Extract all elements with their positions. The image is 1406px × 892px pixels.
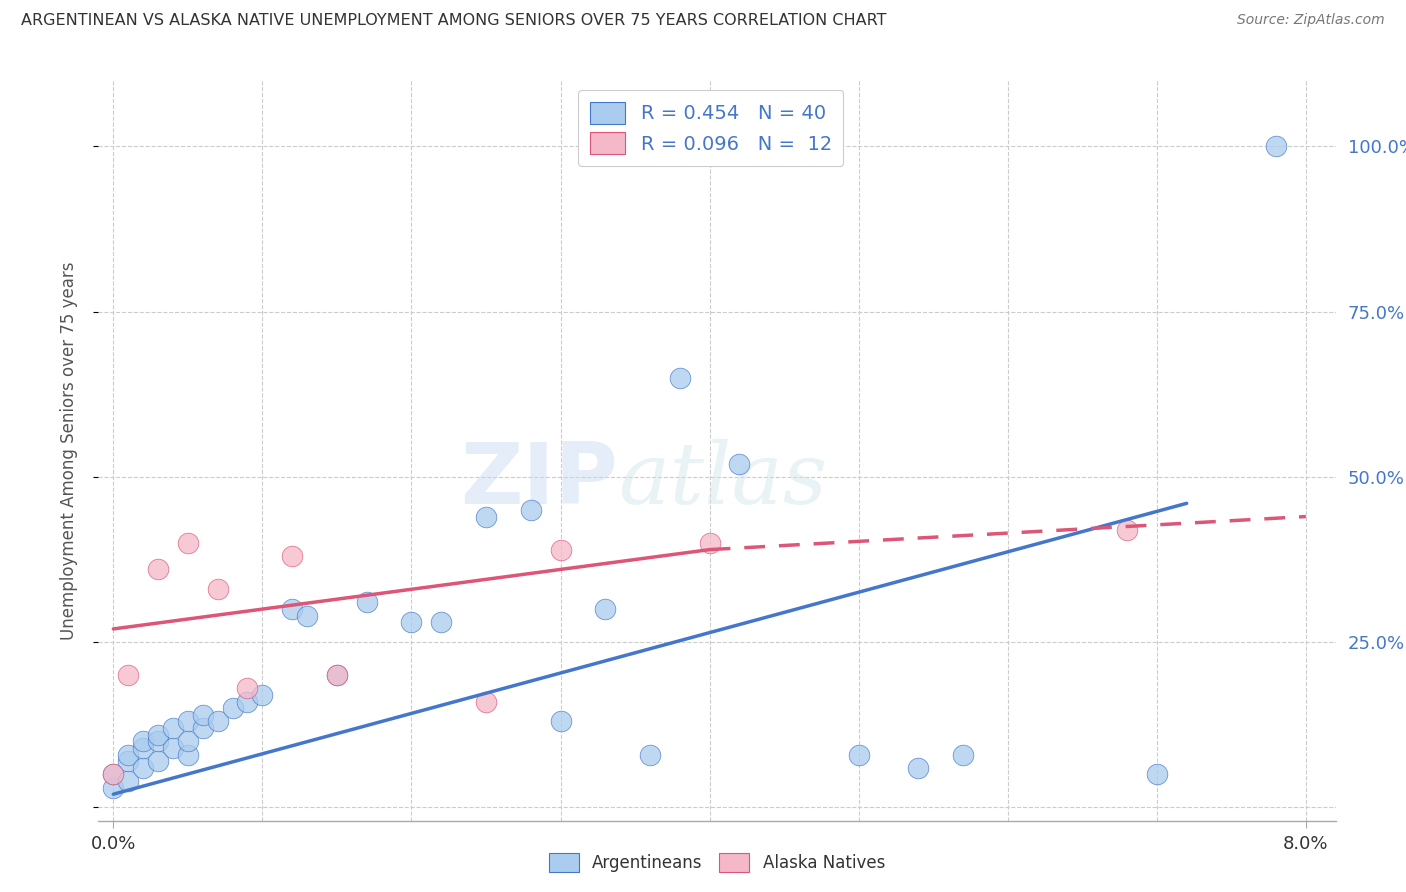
Point bbox=[132, 740, 155, 755]
Point bbox=[952, 747, 974, 762]
Point bbox=[848, 747, 870, 762]
Point bbox=[221, 701, 243, 715]
Text: ZIP: ZIP bbox=[460, 439, 619, 522]
Point bbox=[117, 754, 139, 768]
Point bbox=[1265, 139, 1288, 153]
Point bbox=[207, 582, 229, 597]
Point bbox=[638, 747, 661, 762]
Text: Source: ZipAtlas.com: Source: ZipAtlas.com bbox=[1237, 13, 1385, 28]
Point bbox=[475, 509, 498, 524]
Point bbox=[1116, 523, 1139, 537]
Point bbox=[295, 608, 318, 623]
Point bbox=[162, 740, 184, 755]
Point bbox=[177, 536, 200, 550]
Point bbox=[117, 668, 139, 682]
Point bbox=[252, 688, 274, 702]
Point bbox=[401, 615, 423, 630]
Point bbox=[668, 370, 690, 384]
Point bbox=[117, 774, 139, 789]
Point bbox=[103, 767, 125, 781]
Point bbox=[162, 721, 184, 735]
Point bbox=[699, 536, 721, 550]
Point bbox=[177, 734, 200, 748]
Point bbox=[146, 562, 169, 576]
Point bbox=[326, 668, 349, 682]
Point bbox=[326, 668, 349, 682]
Point bbox=[281, 602, 304, 616]
Point bbox=[430, 615, 453, 630]
Point bbox=[191, 707, 214, 722]
Point bbox=[207, 714, 229, 729]
Y-axis label: Unemployment Among Seniors over 75 years: Unemployment Among Seniors over 75 years bbox=[59, 261, 77, 640]
Text: ARGENTINEAN VS ALASKA NATIVE UNEMPLOYMENT AMONG SENIORS OVER 75 YEARS CORRELATIO: ARGENTINEAN VS ALASKA NATIVE UNEMPLOYMEN… bbox=[21, 13, 887, 29]
Point bbox=[1146, 767, 1168, 781]
Text: atlas: atlas bbox=[619, 439, 827, 522]
Point bbox=[177, 714, 200, 729]
Legend: Argentineans, Alaska Natives: Argentineans, Alaska Natives bbox=[543, 847, 891, 879]
Point bbox=[728, 457, 751, 471]
Point bbox=[519, 503, 541, 517]
Point bbox=[281, 549, 304, 564]
Point bbox=[146, 734, 169, 748]
Point bbox=[236, 681, 259, 696]
Point bbox=[103, 767, 125, 781]
Point bbox=[907, 761, 929, 775]
Point bbox=[103, 780, 125, 795]
Point bbox=[236, 695, 259, 709]
Point bbox=[117, 747, 139, 762]
Point bbox=[177, 747, 200, 762]
Point bbox=[146, 754, 169, 768]
Point bbox=[475, 695, 498, 709]
Point bbox=[132, 734, 155, 748]
Point bbox=[356, 595, 378, 609]
Point bbox=[593, 602, 616, 616]
Point bbox=[191, 721, 214, 735]
Point bbox=[132, 761, 155, 775]
Point bbox=[550, 714, 572, 729]
Point bbox=[146, 728, 169, 742]
Point bbox=[550, 542, 572, 557]
